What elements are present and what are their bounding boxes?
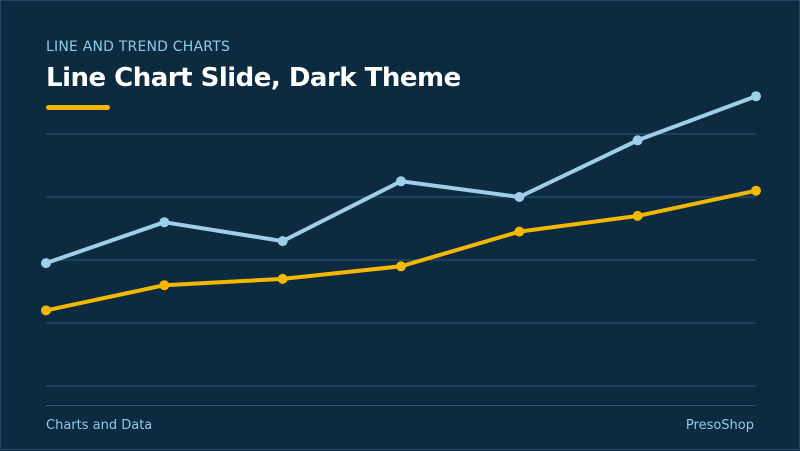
title-accent-bar bbox=[46, 105, 110, 110]
series-2-point-5 bbox=[514, 226, 525, 237]
series-2-point-6 bbox=[632, 210, 643, 221]
series-1-point-2 bbox=[159, 217, 170, 228]
series-2-point-2 bbox=[159, 280, 170, 291]
chart-series bbox=[41, 91, 761, 316]
series-2-point-4 bbox=[396, 261, 406, 272]
slide-eyebrow: LINE AND TREND CHARTS bbox=[46, 39, 231, 55]
footer-left-text: Charts and Data bbox=[46, 418, 153, 433]
series-1-point-4 bbox=[396, 176, 406, 187]
series-1-point-5 bbox=[514, 192, 525, 202]
series-1-point-7 bbox=[751, 91, 761, 102]
series-1-point-6 bbox=[632, 135, 643, 146]
series-2-point-1 bbox=[41, 305, 51, 316]
series-2-line bbox=[44, 188, 758, 313]
footer-divider bbox=[46, 405, 756, 406]
series-1-point-1 bbox=[41, 258, 51, 269]
series-1-point-3 bbox=[277, 236, 288, 247]
footer-brand: PresoShop bbox=[685, 418, 754, 433]
series-2-point-3 bbox=[277, 273, 288, 284]
chart-gridlines bbox=[46, 133, 756, 387]
slide-title: Line Chart Slide, Dark Theme bbox=[46, 63, 461, 93]
series-2-point-7 bbox=[751, 185, 761, 196]
